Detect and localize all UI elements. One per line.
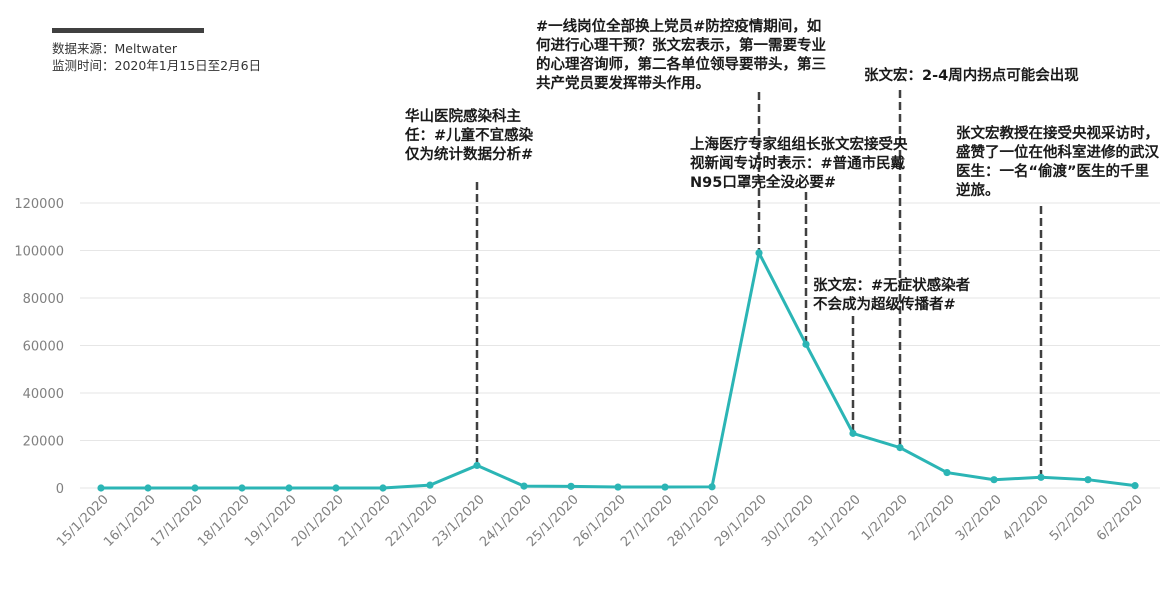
annotation-jan23: 华山医院感染科主任：#儿童不宜感染仅为统计数据分析# — [405, 109, 534, 163]
grid-lines — [80, 202, 1160, 489]
data-point — [473, 461, 481, 470]
data-point — [943, 468, 951, 477]
data-point — [1037, 473, 1045, 481]
data-point — [332, 484, 340, 492]
monitoring-period-text: 监测时间：2020年1月15日至2月6日 — [52, 58, 262, 73]
y-tick-label: 0 — [56, 482, 64, 497]
y-tick-label: 20000 — [23, 435, 64, 450]
y-tick-label: 40000 — [23, 387, 64, 402]
data-point — [379, 484, 387, 492]
data-point — [661, 483, 669, 491]
x-axis-ticks: 15/1/202016/1/202017/1/202018/1/202019/1… — [54, 492, 1146, 550]
data-point — [238, 484, 246, 492]
data-point — [849, 429, 857, 437]
data-point — [614, 483, 622, 491]
x-tick-label: 2/2/2020 — [906, 492, 958, 544]
y-axis-ticks: 0 20000 40000 60000 80000 100000 120000 — [14, 197, 64, 497]
data-point — [285, 484, 293, 492]
y-tick-label: 120000 — [14, 197, 64, 212]
data-point — [191, 484, 199, 492]
data-point — [520, 482, 528, 490]
event-marker-lines — [475, 90, 1043, 478]
data-point — [708, 483, 716, 491]
x-tick-label: 3/2/2020 — [953, 492, 1005, 544]
x-tick-label: 5/2/2020 — [1047, 492, 1099, 544]
x-tick-label: 1/2/2020 — [859, 492, 911, 544]
y-tick-label: 60000 — [23, 340, 64, 355]
data-point — [1131, 482, 1139, 490]
x-tick-label: 4/2/2020 — [1000, 492, 1052, 544]
data-point — [802, 340, 810, 348]
annotation-feb4: 张文宏教授在接受央视采访时，盛赞了一位在他科室进修的武汉医生：一名“偷渡”医生的… — [956, 126, 1159, 199]
header-bar — [52, 28, 204, 33]
data-point — [97, 484, 105, 492]
data-point — [755, 249, 763, 257]
annotation-jan31: 张文宏：#无症状感染者不会成为超级传播者# — [813, 278, 971, 313]
data-point — [1084, 476, 1092, 484]
data-source-text: 数据来源：Meltwater — [52, 41, 177, 56]
annotation-feb1: 张文宏：2-4周内拐点可能会出现 — [864, 68, 1079, 84]
data-point — [990, 476, 998, 484]
data-point — [426, 481, 434, 489]
x-tick-label: 6/2/2020 — [1094, 492, 1146, 544]
data-point — [896, 444, 904, 452]
series-points — [97, 249, 1139, 492]
y-tick-label: 100000 — [14, 245, 64, 260]
data-point — [144, 484, 152, 492]
data-point — [567, 482, 575, 490]
annotation-jan30: 上海医疗专家组组长张文宏接受央视新闻专访时表示：#普通市民戴N95口罩完全没必要… — [690, 137, 908, 191]
y-tick-label: 80000 — [23, 292, 64, 307]
annotation-jan29: #一线岗位全部换上党员#防控疫情期间，如何进行心理干预？张文宏表示，第一需要专业… — [536, 19, 826, 92]
